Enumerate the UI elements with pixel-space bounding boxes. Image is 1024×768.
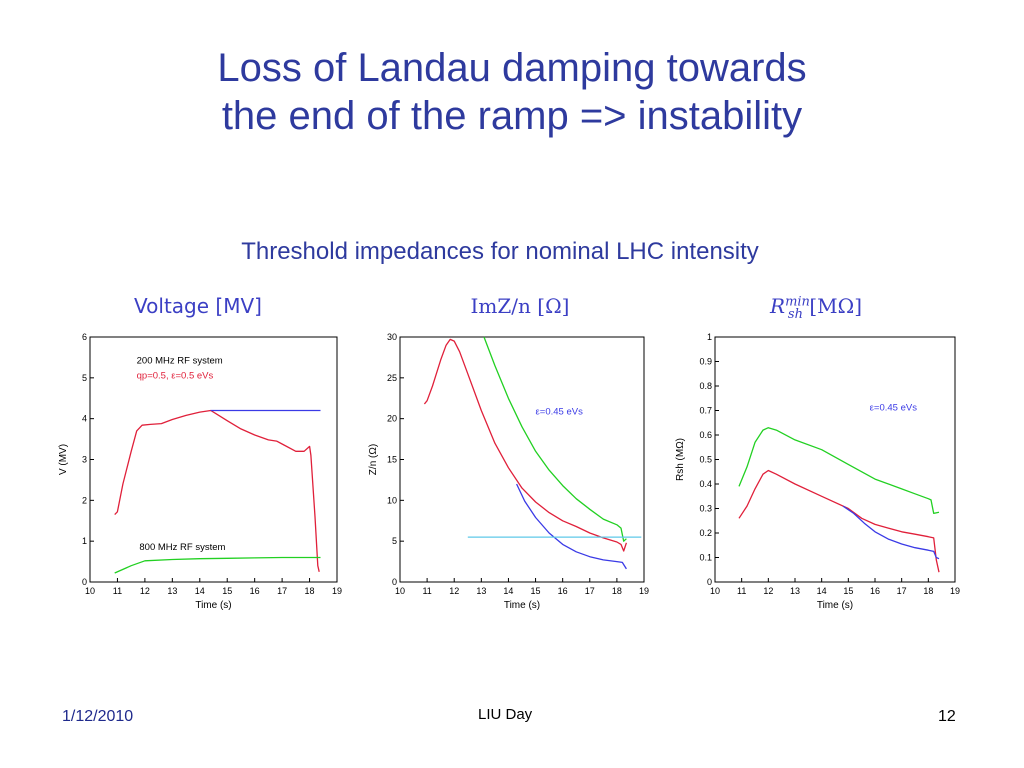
y-tick-label: 5 bbox=[392, 536, 397, 546]
y-tick-label: 0 bbox=[82, 577, 87, 587]
x-tick-label: 16 bbox=[870, 586, 880, 596]
x-tick-label: 10 bbox=[710, 586, 720, 596]
panel-header-rsh-symbol: Rminsh bbox=[770, 294, 810, 322]
y-tick-label: 0.6 bbox=[699, 430, 712, 440]
x-tick-label: 12 bbox=[140, 586, 150, 596]
footer-center: LIU Day bbox=[478, 706, 533, 723]
y-axis-label: Z/n (Ω) bbox=[368, 444, 379, 475]
y-tick-label: 20 bbox=[387, 414, 397, 424]
series-line-0 bbox=[423, 338, 628, 552]
series-line-1 bbox=[483, 336, 627, 542]
chart-annotation: ε=0.45 eVs bbox=[870, 403, 918, 414]
x-tick-label: 18 bbox=[305, 586, 315, 596]
slide-subtitle: Threshold impedances for nominal LHC int… bbox=[241, 238, 759, 265]
footer-date: 1/12/2010 bbox=[62, 708, 134, 725]
panel-header-rsh: Rminsh [MΩ] bbox=[706, 294, 926, 322]
x-tick-label: 17 bbox=[277, 586, 287, 596]
x-tick-label: 11 bbox=[113, 586, 122, 596]
panel-header-rsh-unit: [MΩ] bbox=[809, 294, 862, 318]
y-tick-label: 0 bbox=[707, 577, 712, 587]
footer-page-number: 12 bbox=[938, 708, 956, 725]
y-tick-label: 0.3 bbox=[699, 504, 712, 514]
x-tick-label: 10 bbox=[395, 586, 405, 596]
x-axis-label: Time (s) bbox=[504, 600, 540, 611]
plot-frame bbox=[714, 336, 956, 583]
x-tick-label: 11 bbox=[737, 586, 746, 596]
chart-shunt-impedance: 10 11 12 13 14 15 16 17 18 19 0 0.1 0.2 0.3 0.4 0.5 0.6 0… bbox=[675, 332, 960, 611]
y-tick-label: 0.2 bbox=[699, 528, 712, 538]
y-tick-label: 4 bbox=[82, 414, 87, 424]
y-tick-label: 15 bbox=[387, 455, 397, 465]
slide-title-line2: the end of the ramp => instability bbox=[221, 94, 803, 138]
y-tick-label: 0.7 bbox=[699, 406, 712, 416]
series-line-2 bbox=[842, 505, 940, 560]
x-tick-label: 14 bbox=[195, 586, 205, 596]
y-tick-label: 2 bbox=[82, 495, 87, 505]
y-tick-label: 10 bbox=[387, 495, 397, 505]
x-tick-label: 16 bbox=[558, 586, 568, 596]
x-axis-label: Time (s) bbox=[195, 600, 231, 611]
chart-annotation: ε=0.45 eVs bbox=[536, 407, 584, 418]
slide-title-line1: Loss of Landau damping towards bbox=[217, 46, 807, 90]
series-line-2 bbox=[516, 483, 627, 570]
y-tick-label: 0.5 bbox=[699, 455, 712, 465]
y-tick-label: 0.8 bbox=[699, 381, 712, 391]
x-axis-label: Time (s) bbox=[817, 600, 853, 611]
x-tick-label: 13 bbox=[167, 586, 177, 596]
y-tick-label: 30 bbox=[387, 332, 397, 342]
y-tick-label: 5 bbox=[82, 373, 87, 383]
series-line-2 bbox=[114, 556, 321, 574]
y-tick-label: 6 bbox=[82, 332, 87, 342]
x-tick-label: 11 bbox=[422, 586, 431, 596]
y-tick-label: 0.9 bbox=[699, 357, 712, 367]
series-line-0 bbox=[738, 427, 940, 515]
x-tick-label: 15 bbox=[843, 586, 853, 596]
x-tick-label: 19 bbox=[950, 586, 960, 596]
x-tick-label: 15 bbox=[531, 586, 541, 596]
y-tick-label: 1 bbox=[707, 332, 712, 342]
x-tick-label: 17 bbox=[897, 586, 907, 596]
x-tick-label: 19 bbox=[332, 586, 342, 596]
panel-header-voltage-label: Voltage [MV] bbox=[134, 294, 262, 318]
x-tick-label: 17 bbox=[585, 586, 595, 596]
panel-header-voltage: Voltage [MV] bbox=[88, 294, 308, 318]
x-tick-label: 12 bbox=[449, 586, 459, 596]
x-tick-label: 18 bbox=[612, 586, 622, 596]
y-axis-label: Rsh (MΩ) bbox=[675, 438, 686, 481]
panel-header-impedance-label: ImZ/n [Ω] bbox=[470, 294, 570, 318]
series-line-1 bbox=[738, 469, 940, 573]
y-tick-label: 0 bbox=[392, 577, 397, 587]
x-tick-label: 18 bbox=[923, 586, 933, 596]
x-tick-label: 12 bbox=[763, 586, 773, 596]
chart-annotation: 800 MHz RF system bbox=[139, 542, 225, 553]
chart-annotation: 200 MHz RF system bbox=[137, 356, 223, 367]
y-tick-label: 25 bbox=[387, 373, 397, 383]
chart-annotation: qp=0.5, ε=0.5 eVs bbox=[137, 371, 214, 382]
y-tick-label: 0.1 bbox=[699, 553, 712, 563]
y-tick-label: 0.4 bbox=[699, 479, 712, 489]
x-tick-label: 15 bbox=[222, 586, 232, 596]
y-tick-label: 3 bbox=[82, 455, 87, 465]
series-line-0 bbox=[114, 409, 320, 572]
x-tick-label: 13 bbox=[476, 586, 486, 596]
slide-title: Loss of Landau damping towards the end o… bbox=[0, 44, 1024, 140]
y-axis-label: V (MV) bbox=[58, 444, 69, 475]
y-tick-label: 1 bbox=[82, 536, 87, 546]
chart-impedance: 10 11 12 13 14 15 16 17 18 19 0 5 10 15 20 25 30 Time (s)… bbox=[368, 332, 649, 611]
x-tick-label: 13 bbox=[790, 586, 800, 596]
x-tick-label: 16 bbox=[250, 586, 260, 596]
x-tick-label: 19 bbox=[639, 586, 649, 596]
x-tick-label: 14 bbox=[503, 586, 513, 596]
x-tick-label: 10 bbox=[85, 586, 95, 596]
x-tick-label: 14 bbox=[817, 586, 827, 596]
panel-header-impedance: ImZ/n [Ω] bbox=[410, 294, 630, 318]
